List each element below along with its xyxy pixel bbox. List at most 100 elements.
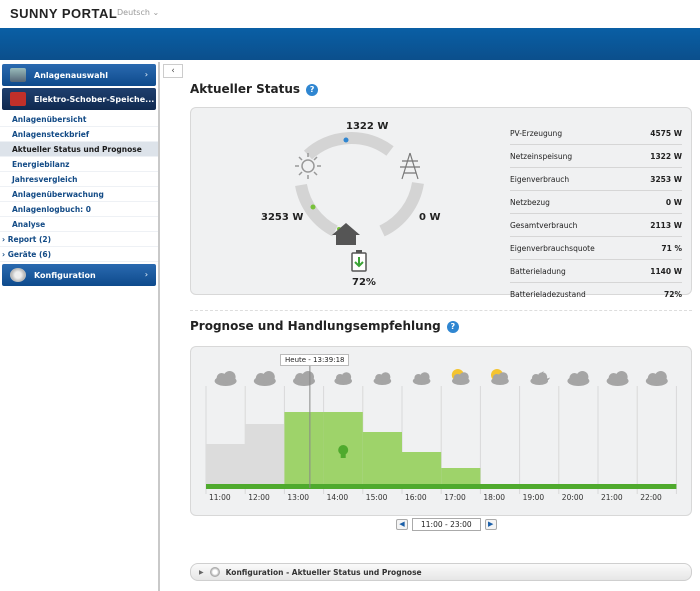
forecast-title-text: Prognose und Handlungsempfehlung bbox=[190, 319, 441, 333]
sidebar-head-plant[interactable]: Elektro-Schober-Speiche... bbox=[2, 88, 156, 110]
arc-right bbox=[379, 181, 424, 237]
top-bar: SUNNY PORTAL Deutsch ⌄ bbox=[0, 0, 700, 28]
language-select[interactable]: Deutsch ⌄ bbox=[117, 8, 160, 17]
status-panel bbox=[190, 107, 692, 295]
chevron-right-icon: › bbox=[144, 270, 148, 279]
row-value: 71 % bbox=[661, 243, 682, 253]
sidebar-head-label: Konfiguration bbox=[34, 270, 96, 280]
hour-label: 21:00 bbox=[601, 493, 623, 502]
hour-label: 18:00 bbox=[483, 493, 505, 502]
hour-label: 16:00 bbox=[405, 493, 427, 502]
arc-left bbox=[295, 183, 338, 237]
section-divider bbox=[190, 310, 692, 311]
flow-dot bbox=[343, 137, 349, 143]
table-row: Netzeinspeisung 1322 W bbox=[510, 145, 682, 168]
sidebar-item-monitoring[interactable]: Anlagenüberwachung bbox=[0, 187, 158, 202]
row-label: PV-Erzeugung bbox=[510, 128, 563, 138]
row-value: 2113 W bbox=[650, 220, 682, 230]
sidebar: Anlagenauswahl › Elektro-Schober-Speiche… bbox=[0, 62, 160, 591]
cloud-icon bbox=[302, 371, 314, 383]
lightbulb-icon bbox=[340, 454, 346, 458]
hour-label: 20:00 bbox=[562, 493, 584, 502]
row-label: Gesamtverbrauch bbox=[510, 220, 578, 230]
sidebar-item-report[interactable]: › Report (2) bbox=[0, 232, 158, 247]
flow-dot bbox=[310, 204, 316, 210]
baseline-strip bbox=[206, 484, 677, 489]
sidebar-item-annual-comparison[interactable]: Jahresvergleich bbox=[0, 172, 158, 187]
row-value: 72% bbox=[664, 290, 682, 299]
hour-label: 14:00 bbox=[327, 493, 349, 502]
cloud-icon bbox=[223, 371, 236, 383]
sidebar-collapse-button[interactable]: ‹ bbox=[163, 64, 183, 78]
sidebar-item-status[interactable]: Aktueller Status und Prognose bbox=[0, 142, 158, 157]
sidebar-item-analysis[interactable]: Analyse bbox=[0, 217, 158, 232]
status-title: Aktueller Status? bbox=[190, 82, 319, 96]
row-label: Netzbezug bbox=[510, 197, 550, 207]
table-row: Eigenverbrauchsquote 71 % bbox=[510, 237, 682, 260]
table-row: Netzbezug 0 W bbox=[510, 191, 682, 214]
row-value: 1322 W bbox=[650, 151, 682, 161]
hour-label: 11:00 bbox=[209, 493, 231, 502]
forecast-bar bbox=[206, 444, 246, 488]
forecast-title: Prognose und Handlungsempfehlung? bbox=[190, 319, 459, 333]
forecast-bar bbox=[284, 412, 324, 488]
sidebar-item-profile[interactable]: Anlagensteckbrief bbox=[0, 127, 158, 142]
sidebar-head-label: Anlagenauswahl bbox=[34, 70, 108, 80]
help-icon[interactable]: ? bbox=[306, 83, 319, 96]
cloud-icon bbox=[341, 372, 352, 382]
status-title-text: Aktueller Status bbox=[190, 82, 301, 96]
next-range-button[interactable]: ▶ bbox=[484, 519, 497, 530]
help-icon[interactable]: ? bbox=[446, 320, 459, 333]
range-label: 11:00 - 23:00 bbox=[412, 518, 481, 531]
cloud-icon bbox=[615, 371, 628, 383]
battery-charge-value: 72% bbox=[352, 277, 376, 288]
grid-feed-value: 1322 W bbox=[346, 121, 389, 132]
config-accordion[interactable]: ▶ Konfiguration - Aktueller Status und P… bbox=[190, 563, 692, 581]
sun-icon bbox=[295, 153, 321, 179]
hour-label: 17:00 bbox=[444, 493, 466, 502]
plant-icon bbox=[10, 68, 26, 82]
arc-top bbox=[303, 132, 394, 160]
power-pylon-icon bbox=[400, 152, 420, 180]
lightbulb-icon bbox=[338, 445, 349, 455]
hour-label: 22:00 bbox=[640, 493, 662, 502]
sidebar-item-overview[interactable]: Anlagenübersicht bbox=[0, 112, 158, 127]
gear-icon bbox=[209, 567, 220, 577]
house-icon bbox=[332, 223, 360, 245]
now-label: Heute - 13:39:18 bbox=[280, 354, 350, 366]
chevron-right-icon: › bbox=[144, 70, 148, 79]
cloud-icon bbox=[262, 371, 275, 383]
cloud-icon bbox=[537, 372, 548, 382]
row-value: 0 W bbox=[665, 197, 682, 207]
row-value: 3253 W bbox=[650, 174, 682, 184]
forecast-chart: 11:00 12:00 13:00 14:00 15:00 16:00 17:00 18:00… bbox=[205, 366, 677, 502]
sidebar-head-configuration[interactable]: Konfiguration › bbox=[2, 264, 156, 286]
portal-logo[interactable]: SUNNY PORTAL bbox=[10, 6, 118, 21]
truck-icon bbox=[10, 92, 26, 106]
forecast-bar bbox=[362, 432, 402, 488]
table-row: Eigenverbrauch 3253 W bbox=[510, 168, 682, 191]
row-label: Eigenverbrauch bbox=[510, 174, 570, 184]
sidebar-item-devices[interactable]: › Geräte (6) bbox=[0, 247, 158, 262]
sidebar-item-energy-balance[interactable]: Energiebilanz bbox=[0, 157, 158, 172]
table-row: Batterieladung 1140 W bbox=[510, 260, 682, 283]
battery-icon bbox=[351, 250, 367, 272]
sidebar-item-logbook[interactable]: Anlagenlogbuch: 0 bbox=[0, 202, 158, 217]
row-label: Netzeinspeisung bbox=[510, 151, 573, 161]
sidebar-head-label: Elektro-Schober-Speiche... bbox=[34, 94, 155, 104]
table-row: Gesamtverbrauch 2113 W bbox=[510, 214, 682, 237]
row-label: Batterieladezustand bbox=[510, 290, 586, 299]
sidebar-head-plant-select[interactable]: Anlagenauswahl › bbox=[2, 64, 156, 86]
cloud-icon bbox=[420, 372, 430, 382]
status-table: PV-Erzeugung 4575 W Netzeinspeisung 1322 W… bbox=[510, 122, 682, 306]
forecast-bar bbox=[441, 468, 481, 488]
forecast-bar bbox=[245, 424, 285, 488]
forecast-range-nav: ◀ 11:00 - 23:00 ▶ bbox=[396, 518, 497, 531]
hour-label: 19:00 bbox=[523, 493, 545, 502]
row-value: 1140 W bbox=[650, 266, 682, 276]
prev-range-button[interactable]: ◀ bbox=[396, 519, 408, 530]
hour-label: 13:00 bbox=[287, 493, 309, 502]
cloud-icon bbox=[498, 372, 509, 382]
self-consumption-value: 3253 W bbox=[261, 212, 304, 223]
config-accordion-label: Konfiguration - Aktueller Status und Pro… bbox=[225, 567, 422, 577]
